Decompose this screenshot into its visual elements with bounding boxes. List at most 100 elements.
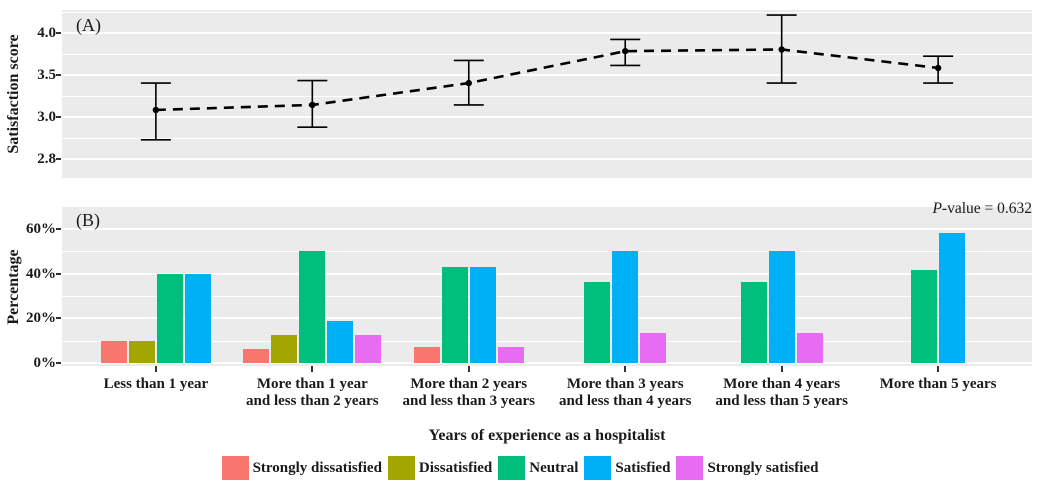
bar-satisfied bbox=[939, 232, 966, 363]
category-label-line: and less than 4 years bbox=[558, 393, 692, 409]
p-value-italic-p: P bbox=[932, 200, 942, 217]
x-tick-mark bbox=[624, 366, 627, 372]
category-label: More than 2 years and less than 3 years bbox=[374, 376, 564, 410]
legend-label: Strongly dissatisfied bbox=[252, 459, 382, 476]
bar-strongly-dissatisfied bbox=[243, 348, 270, 363]
y-tick-mark bbox=[56, 31, 61, 34]
bar-strongly-satisfied bbox=[497, 347, 524, 363]
minor-gridline bbox=[62, 53, 1032, 55]
bar-strongly-satisfied bbox=[640, 332, 667, 363]
bar-satisfied bbox=[469, 267, 496, 363]
bar-strongly-dissatisfied bbox=[100, 340, 127, 363]
category-label: More than 4 years and less than 5 years bbox=[687, 376, 877, 410]
panel-a-label: (A) bbox=[76, 15, 101, 35]
panel-b-label: (B) bbox=[76, 210, 100, 230]
legend-key-dissatisfied bbox=[387, 456, 415, 480]
y-tick-mark bbox=[56, 272, 61, 275]
mean-point bbox=[934, 64, 942, 72]
bar-group bbox=[100, 273, 211, 363]
y-tick-mark bbox=[56, 157, 61, 160]
category-label-line: More than 5 years bbox=[879, 376, 997, 392]
y-tick-label: 20% bbox=[26, 310, 56, 327]
category-label: More than 3 years and less than 4 years bbox=[530, 376, 720, 410]
mean-point bbox=[309, 101, 316, 109]
legend-key-satisfied bbox=[584, 456, 612, 480]
category-label-line: and less than 3 years bbox=[402, 393, 536, 409]
y-tick-label: 4.0 bbox=[37, 24, 56, 41]
bar-strongly-dissatisfied bbox=[413, 347, 440, 363]
mean-point bbox=[465, 79, 472, 87]
y-tick-label: 60% bbox=[26, 220, 56, 237]
bar-strongly-satisfied bbox=[796, 332, 823, 363]
legend-label: Strongly satisfied bbox=[707, 459, 819, 476]
category-label-line: More than 1 year bbox=[256, 376, 368, 392]
bar-neutral bbox=[584, 281, 611, 363]
legend-item-satisfied: Satisfied bbox=[584, 456, 670, 480]
bar-group bbox=[584, 251, 667, 363]
x-tick-mark bbox=[937, 366, 940, 372]
panel-a-plot-area bbox=[62, 10, 1032, 178]
category-label-line: More than 2 years bbox=[410, 376, 528, 392]
legend-key-neutral bbox=[498, 456, 526, 480]
mean-point bbox=[778, 46, 785, 53]
category-label: Less than 1 year bbox=[61, 376, 251, 393]
legend-item-strongly-dissatisfied: Strongly dissatisfied bbox=[221, 456, 382, 480]
legend-label: Neutral bbox=[529, 459, 579, 476]
category-label: More than 1 year and less than 2 years bbox=[217, 376, 407, 410]
category-label-line: and less than 5 years bbox=[715, 393, 848, 409]
trend-line bbox=[155, 48, 939, 112]
bar-neutral bbox=[911, 269, 938, 363]
bar-group bbox=[740, 251, 823, 363]
category-label: More than 5 years bbox=[843, 376, 1033, 393]
y-tick-label: 3.5 bbox=[37, 66, 56, 83]
bar-satisfied bbox=[184, 273, 211, 363]
major-gridline bbox=[62, 362, 1032, 364]
y-tick-label: 0% bbox=[33, 355, 57, 371]
mean-point bbox=[152, 106, 160, 114]
y-tick-mark bbox=[56, 73, 61, 76]
minor-gridline bbox=[62, 295, 1032, 297]
minor-gridline bbox=[62, 95, 1032, 97]
x-tick-mark bbox=[467, 366, 470, 372]
bar-neutral bbox=[156, 273, 183, 363]
category-label-line: Less than 1 year bbox=[103, 376, 209, 392]
legend: Strongly dissatisfied Dissatisfied Neutral… bbox=[0, 456, 1040, 480]
bar-group bbox=[243, 251, 382, 363]
legend-item-neutral: Neutral bbox=[498, 456, 578, 480]
y-tick-label: 40% bbox=[26, 265, 56, 282]
legend-label: Dissatisfied bbox=[418, 459, 493, 476]
minor-gridline bbox=[62, 11, 1032, 13]
major-gridline bbox=[62, 157, 1032, 160]
bar-satisfied bbox=[768, 251, 795, 363]
x-tick-mark bbox=[311, 366, 314, 372]
category-label-line: and less than 2 years bbox=[246, 393, 379, 409]
bar-neutral bbox=[740, 281, 767, 363]
bar-neutral bbox=[299, 251, 326, 363]
legend-key-strongly-dissatisfied bbox=[221, 456, 249, 480]
major-gridline bbox=[62, 115, 1032, 118]
satisfaction-trend-svg bbox=[140, 14, 954, 141]
major-gridline bbox=[62, 31, 1032, 34]
x-tick-mark bbox=[780, 366, 783, 372]
category-label-line: More than 4 years bbox=[723, 376, 841, 392]
minor-gridline bbox=[62, 251, 1032, 253]
bar-group bbox=[413, 267, 524, 363]
x-axis-title: Years of experience as a hospitalist bbox=[428, 427, 666, 444]
category-label-line: More than 3 years bbox=[566, 376, 684, 392]
y-tick-label: 2.8 bbox=[37, 150, 56, 167]
x-tick-mark bbox=[154, 366, 157, 372]
minor-gridline bbox=[62, 137, 1032, 139]
major-gridline bbox=[62, 227, 1032, 230]
major-gridline bbox=[62, 73, 1032, 76]
legend-item-dissatisfied: Dissatisfied bbox=[387, 456, 493, 480]
bar-dissatisfied bbox=[271, 335, 298, 363]
p-value-annotation: P-value = 0.632 bbox=[932, 200, 1032, 218]
legend-key-strongly-satisfied bbox=[676, 456, 704, 480]
minor-gridline bbox=[62, 340, 1032, 342]
p-value-text: -value = 0.632 bbox=[941, 200, 1032, 217]
major-gridline bbox=[62, 317, 1032, 320]
mean-point bbox=[622, 47, 629, 55]
bar-strongly-satisfied bbox=[355, 335, 382, 363]
bar-dissatisfied bbox=[128, 340, 155, 363]
